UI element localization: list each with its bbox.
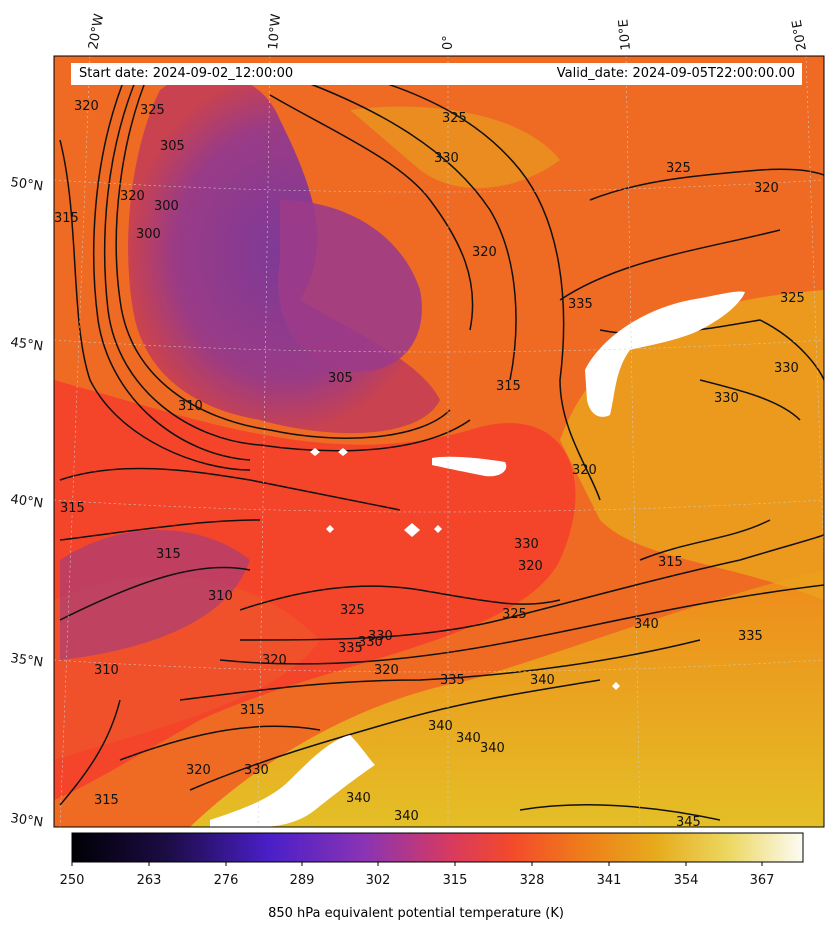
contour-label: 320 bbox=[572, 463, 597, 478]
contour-label: 340 bbox=[428, 719, 453, 734]
contour-label: 320 bbox=[472, 245, 497, 260]
contour-label: 340 bbox=[480, 741, 505, 756]
lat-label: 30°N bbox=[9, 811, 44, 830]
contour-label: 335 bbox=[568, 297, 593, 312]
contour-label-group: 320 325 305 300 320 300 315 325 330 325 … bbox=[54, 99, 805, 830]
longitude-labels: 20°W 10°W 0° 10°E 20°E bbox=[86, 13, 810, 52]
colorbar-title: 850 hPa equivalent potential temperature… bbox=[268, 906, 564, 921]
contour-label: 320 bbox=[74, 99, 99, 114]
contour-label: 320 bbox=[262, 653, 287, 668]
contour-label: 340 bbox=[394, 809, 419, 824]
contour-label: 325 bbox=[780, 291, 805, 306]
contour-lines bbox=[59, 69, 824, 821]
lon-label: 0° bbox=[441, 35, 456, 50]
contour-label: 315 bbox=[156, 547, 181, 562]
start-date-label: Start date: 2024-09-02_12:00:00 bbox=[79, 66, 294, 81]
colorbar-tick-label: 354 bbox=[674, 873, 699, 888]
contour-label: 340 bbox=[634, 617, 659, 632]
colorbar-tick-label: 263 bbox=[137, 873, 162, 888]
date-info-box: Start date: 2024-09-02_12:00:00 Valid_da… bbox=[71, 63, 802, 85]
colorbar-tick-label: 328 bbox=[520, 873, 545, 888]
contour-label: 305 bbox=[328, 371, 353, 386]
contour-label: 320 bbox=[120, 189, 145, 204]
contour-label: 315 bbox=[496, 379, 521, 394]
contour-label: 315 bbox=[54, 211, 79, 226]
colorbar-tick-label: 302 bbox=[366, 873, 391, 888]
colorbar-tick-label: 276 bbox=[214, 873, 239, 888]
contour-label: 325 bbox=[340, 603, 365, 618]
latitude-labels: 50°N 45°N 40°N 35°N 30°N bbox=[9, 175, 44, 830]
lat-label: 50°N bbox=[9, 175, 44, 194]
colorbar-tick-label: 367 bbox=[750, 873, 775, 888]
colorbar-tick-label: 341 bbox=[597, 873, 622, 888]
contour-label: 310 bbox=[94, 663, 119, 678]
contour-label: 330 bbox=[714, 391, 739, 406]
contour-label: 320 bbox=[518, 559, 543, 574]
contour-label: 305 bbox=[160, 139, 185, 154]
lon-label: 20°W bbox=[86, 13, 107, 51]
contour-label: 335 bbox=[338, 641, 363, 656]
contour-label: 315 bbox=[94, 793, 119, 808]
contour-label: 325 bbox=[140, 103, 165, 118]
contour-label: 330 bbox=[358, 635, 383, 650]
lon-label: 10°W bbox=[266, 13, 284, 50]
contour-label: 330 bbox=[368, 629, 393, 644]
contour-label: 315 bbox=[60, 501, 85, 516]
lat-label: 35°N bbox=[9, 651, 44, 670]
contour-label: 320 bbox=[374, 663, 399, 678]
contour-label: 325 bbox=[666, 161, 691, 176]
contour-label: 340 bbox=[346, 791, 371, 806]
graticule bbox=[53, 55, 825, 828]
contour-label: 340 bbox=[530, 673, 555, 688]
contour-label: 330 bbox=[244, 763, 269, 778]
contour-label: 315 bbox=[658, 555, 683, 570]
lat-label: 45°N bbox=[9, 335, 44, 354]
colorbar bbox=[71, 832, 804, 863]
hot-region-east bbox=[560, 290, 824, 600]
colorbar-tick-label: 289 bbox=[290, 873, 315, 888]
contour-label: 300 bbox=[136, 227, 161, 242]
contour-label: 330 bbox=[514, 537, 539, 552]
colorbar-tick-label: 315 bbox=[443, 873, 468, 888]
contour-label: 310 bbox=[178, 399, 203, 414]
cold-airmass-core bbox=[278, 200, 422, 372]
colorbar-tick-labels: 250 263 276 289 302 315 328 341 354 367 bbox=[60, 873, 775, 888]
contour-label: 335 bbox=[440, 673, 465, 688]
map-panel bbox=[54, 56, 824, 827]
lon-label: 10°E bbox=[616, 19, 634, 51]
contour-label: 335 bbox=[738, 629, 763, 644]
warm-region-north bbox=[350, 106, 560, 189]
colorbar-tick-label: 250 bbox=[60, 873, 85, 888]
contour-label: 315 bbox=[240, 703, 265, 718]
contour-label: 330 bbox=[774, 361, 799, 376]
contour-label: 330 bbox=[434, 151, 459, 166]
colorbar-ticks bbox=[71, 862, 763, 866]
map-frame bbox=[53, 55, 825, 828]
contour-label: 320 bbox=[186, 763, 211, 778]
contour-label: 320 bbox=[754, 181, 779, 196]
contour-label: 325 bbox=[502, 607, 527, 622]
contour-label: 310 bbox=[208, 589, 233, 604]
valid-date-label: Valid_date: 2024-09-05T22:00:00.00 bbox=[556, 66, 795, 81]
contour-label: 300 bbox=[154, 199, 179, 214]
contour-label: 345 bbox=[676, 815, 701, 830]
lon-label: 20°E bbox=[790, 19, 810, 52]
cool-pocket-west bbox=[60, 530, 250, 660]
lat-label: 40°N bbox=[9, 492, 44, 511]
no-data-patches bbox=[210, 291, 745, 827]
contour-label: 340 bbox=[456, 731, 481, 746]
contour-label: 325 bbox=[442, 111, 467, 126]
